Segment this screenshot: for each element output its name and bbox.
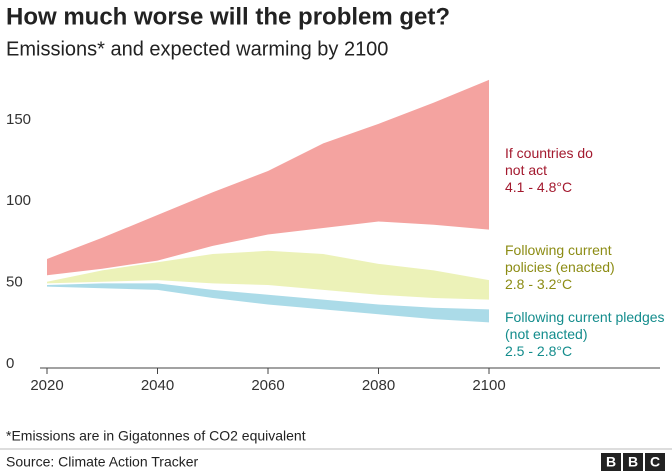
logo-box [623,453,643,471]
plot-area [47,79,489,323]
range-band [47,79,489,276]
y-tick-label: 100 [6,192,31,209]
logo-letter: C [650,454,660,470]
x-tick-label: 2020 [30,377,63,394]
logo-letter: B [628,454,638,470]
x-tick-label: 2080 [362,377,395,394]
footnote: *Emissions are in Gigatonnes of CO2 equi… [6,428,306,444]
logo-box [645,453,665,471]
series-label: Following current policies (enacted) 2.8 … [505,242,640,293]
series-label: Following current pledges (not enacted) 2… [505,309,670,360]
warming-range: 4.1 - 4.8°C [505,179,573,195]
chart-subtitle: Emissions* and expected warming by 2100 [6,38,388,60]
logo-box [601,453,621,471]
x-tick-label: 2040 [141,377,174,394]
logo-letter: B [606,454,616,470]
x-tick-label: 2100 [472,377,505,394]
chart-title: How much worse will the problem get? [6,3,450,30]
x-tick-label: 2060 [251,377,284,394]
series-name: Following current pledges (not enacted) [505,309,665,342]
series-label: If countries do not act 4.1 - 4.8°C [505,145,595,196]
series-name: If countries do not act [505,145,593,178]
source: Source: Climate Action Tracker [6,454,199,470]
y-tick-label: 50 [6,274,23,291]
warming-range: 2.5 - 2.8°C [505,343,573,359]
warming-range: 2.8 - 3.2°C [505,276,573,292]
range-band [47,283,489,323]
y-tick-label: 150 [6,111,31,128]
range-band [47,250,489,300]
y-tick-label: 0 [6,355,14,372]
series-name: Following current policies (enacted) [505,242,615,275]
